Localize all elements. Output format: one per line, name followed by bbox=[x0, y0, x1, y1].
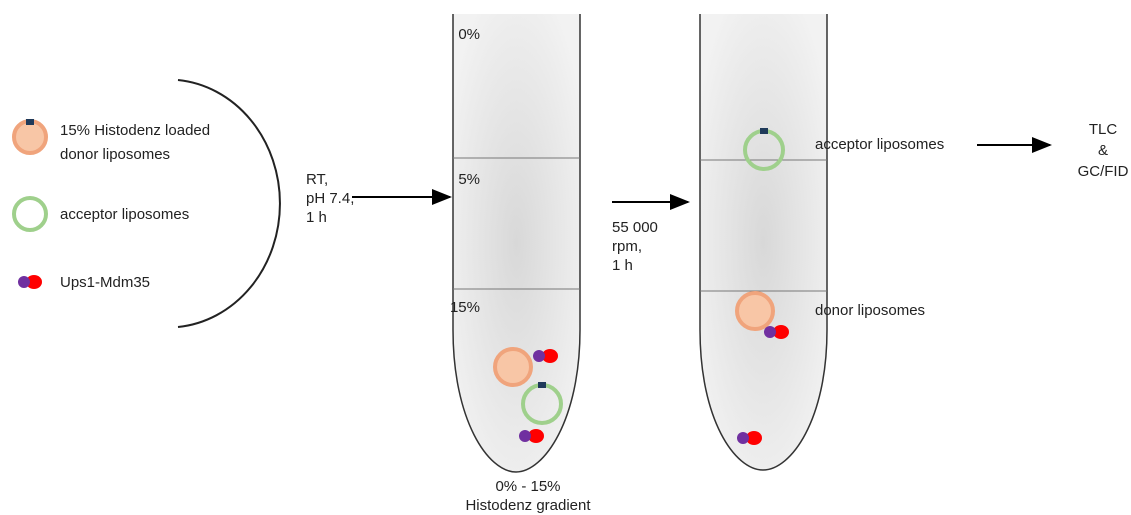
condition: rpm, bbox=[612, 238, 642, 255]
tube bbox=[700, 14, 827, 470]
analysis-label: GC/FID bbox=[1078, 163, 1129, 180]
lipid-marker bbox=[538, 382, 546, 388]
donor-liposome bbox=[737, 293, 773, 329]
acceptor-liposome-icon bbox=[14, 198, 46, 230]
protein bbox=[519, 430, 531, 442]
analysis-label: TLC bbox=[1089, 121, 1118, 138]
condition: 1 h bbox=[306, 209, 327, 226]
legend-protein: Ups1-Mdm35 bbox=[60, 274, 150, 291]
condition: RT, bbox=[306, 171, 328, 188]
caption: 0% - 15% bbox=[495, 478, 560, 495]
level-label: 5% bbox=[458, 171, 480, 188]
legend: 15% Histodenz loaded donor liposomes acc… bbox=[14, 119, 210, 291]
condition: 55 000 bbox=[612, 219, 658, 236]
bracket bbox=[178, 80, 280, 327]
level-label: 0% bbox=[458, 26, 480, 43]
legend-donor: donor liposomes bbox=[60, 146, 170, 163]
legend-donor: 15% Histodenz loaded bbox=[60, 122, 210, 139]
donor-liposome-icon bbox=[14, 121, 46, 153]
diagram: 15% Histodenz loaded donor liposomes acc… bbox=[0, 0, 1131, 515]
condition: pH 7.4, bbox=[306, 190, 354, 207]
condition: 1 h bbox=[612, 257, 633, 274]
analysis-label: & bbox=[1098, 142, 1108, 159]
protein bbox=[764, 326, 776, 338]
protein bbox=[737, 432, 749, 444]
legend-acceptor: acceptor liposomes bbox=[60, 206, 189, 223]
donor-liposome bbox=[495, 349, 531, 385]
fraction-label: donor liposomes bbox=[815, 302, 925, 319]
level-label: 15% bbox=[450, 299, 480, 316]
caption: Histodenz gradient bbox=[465, 497, 591, 514]
lipid-marker bbox=[760, 128, 768, 134]
protein-icon bbox=[18, 276, 30, 288]
fraction-label: acceptor liposomes bbox=[815, 136, 944, 153]
protein bbox=[533, 350, 545, 362]
lipid-marker bbox=[26, 119, 34, 125]
